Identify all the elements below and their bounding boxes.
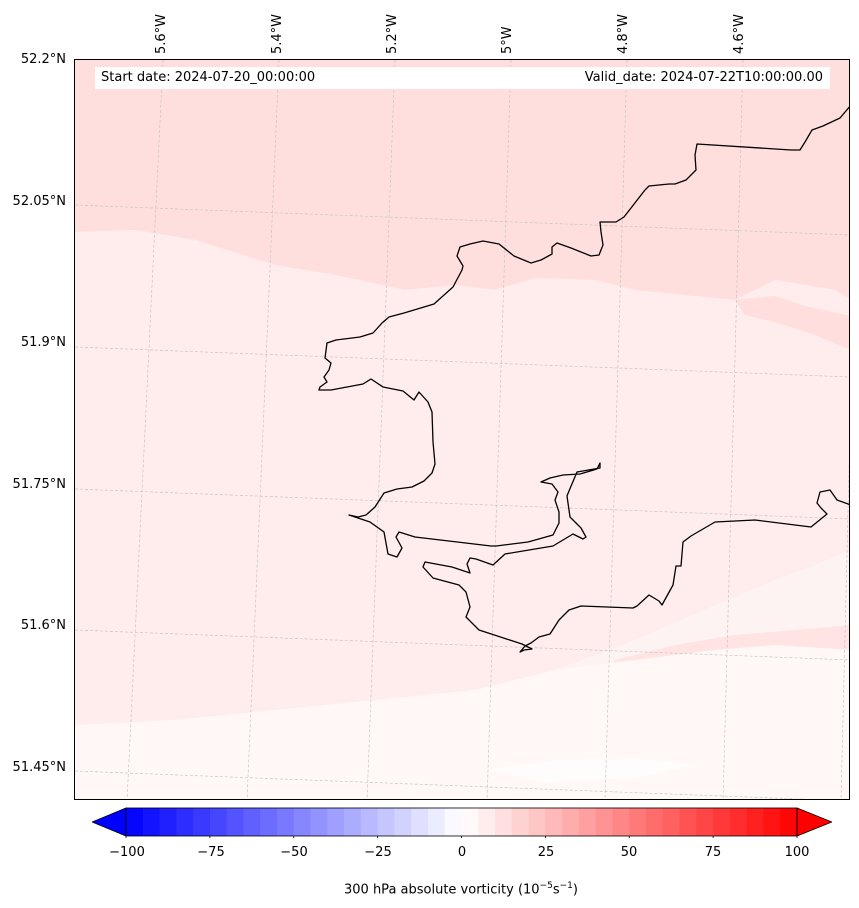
colorbar-tick-label: −100 — [109, 845, 145, 860]
colorbar-title-mid: s — [552, 882, 560, 898]
colorbar-tick-label: 100 — [784, 845, 810, 860]
lon-label-4.6: 4.6°W — [732, 13, 747, 54]
colorbar-tick-marks — [125, 836, 798, 838]
colorbar-segment — [159, 808, 177, 836]
colorbar-segment — [344, 808, 362, 836]
colorbar-segment — [662, 808, 681, 836]
colorbar-segment — [260, 808, 278, 836]
field-patch-1 — [735, 296, 849, 350]
grid-lon-4.4 — [840, 457, 849, 799]
colorbar-tick-label: 0 — [457, 845, 467, 860]
lat-label-51.75: 51.75°N — [12, 477, 66, 492]
colorbar-segment — [495, 808, 513, 836]
colorbar-segment — [478, 808, 496, 836]
lon-label-4.8: 4.8°W — [616, 13, 631, 54]
colorbar-segment — [444, 808, 463, 836]
graticule — [75, 60, 849, 799]
colorbar-segment — [193, 808, 211, 836]
grid-lon-5.0 — [486, 60, 512, 799]
lon-label-5.6: 5.6°W — [154, 13, 169, 54]
colorbar — [92, 807, 832, 838]
lon-label-5.2: 5.2°W — [385, 13, 400, 54]
field-patch-4 — [485, 758, 695, 782]
colorbar-tick-label: −25 — [364, 845, 392, 860]
map-canvas — [75, 60, 849, 799]
colorbar-segment — [595, 808, 614, 836]
lon-label-5.0: 5°W — [500, 26, 515, 54]
colorbar-segment — [511, 808, 530, 836]
colorbar-segment — [629, 808, 647, 836]
colorbar-segment — [612, 808, 630, 836]
colorbar-segment — [713, 808, 731, 836]
start-date-label: Start date: 2024-07-20_00:00:00 — [101, 70, 316, 85]
colorbar-segment — [209, 808, 228, 836]
colorbar-title-exp1: −5 — [539, 881, 553, 891]
grid-lat-51.6 — [75, 629, 849, 661]
colorbar-title-main: 300 hPa absolute vorticity (10 — [344, 882, 540, 898]
colorbar-tick-label: −75 — [197, 845, 225, 860]
colorbar-segment — [427, 808, 446, 836]
date-header: Start date: 2024-07-20_00:00:00 Valid_da… — [95, 67, 830, 89]
colorbar-tick-label: 50 — [620, 845, 638, 860]
colorbar-segment — [763, 808, 781, 836]
colorbar-segment — [276, 808, 295, 836]
grid-lat-51.9 — [75, 346, 849, 378]
colorbar-segment — [327, 808, 345, 836]
colorbar-segment — [528, 808, 546, 836]
colorbar-segment — [780, 808, 798, 836]
colorbar-segment — [578, 808, 597, 836]
colorbar-tick-label: −50 — [280, 845, 308, 860]
field-band-high — [75, 60, 849, 300]
field-band-mid — [75, 230, 849, 725]
colorbar-title-end: ) — [572, 882, 578, 898]
colorbar-segment — [310, 808, 328, 836]
lat-label-52.2: 52.2°N — [20, 52, 66, 67]
colorbar-segments — [126, 808, 798, 836]
colorbar-extend-max — [796, 807, 832, 837]
colorbar-extend-min — [92, 807, 127, 837]
colorbar-title-exp2: −1 — [559, 881, 573, 891]
colorbar-segment — [562, 808, 580, 836]
grid-lon-5.4 — [246, 60, 280, 799]
colorbar-segment — [679, 808, 697, 836]
grid-lat-51.75 — [75, 488, 849, 520]
grid-lat-52.05 — [75, 204, 849, 236]
map-panel — [74, 59, 850, 800]
colorbar-segment — [360, 808, 379, 836]
colorbar-segment — [461, 808, 479, 836]
colorbar-title: 300 hPa absolute vorticity (10−5s−1) — [0, 878, 859, 898]
coastline — [318, 106, 849, 653]
lat-label-51.45: 51.45°N — [12, 760, 66, 775]
valid-date-label: Valid_date: 2024-07-22T10:00:00.00 — [584, 70, 823, 85]
colorbar-segment — [126, 808, 144, 836]
coastline-north — [318, 106, 849, 653]
colorbar-segment — [226, 808, 245, 836]
colorbar-segment — [696, 808, 714, 836]
colorbar-segment — [243, 808, 261, 836]
colorbar-segment — [545, 808, 563, 836]
colorbar-segment — [746, 808, 765, 836]
colorbar-tick-label: 25 — [537, 845, 555, 860]
lat-label-51.9: 51.9°N — [20, 335, 66, 350]
lat-label-52.05: 52.05°N — [12, 194, 66, 209]
grid-lon-5.2 — [366, 60, 396, 799]
grid-lon-4.8 — [604, 60, 628, 799]
colorbar-segment — [377, 808, 396, 836]
grid-lon-4.6 — [722, 60, 744, 799]
colorbar-segment — [729, 808, 748, 836]
lon-label-5.4: 5.4°W — [270, 13, 285, 54]
colorbar-segment — [176, 808, 194, 836]
grid-lat-51.45 — [75, 770, 809, 799]
lat-label-51.6: 51.6°N — [20, 618, 66, 633]
colorbar-segment — [646, 808, 664, 836]
colorbar-segment — [411, 808, 429, 836]
colorbar-segment — [293, 808, 312, 836]
colorbar-tick-label: 75 — [704, 845, 722, 860]
grid-lon-5.6 — [126, 60, 164, 799]
colorbar-segment — [142, 808, 161, 836]
colorbar-segment — [394, 808, 412, 836]
